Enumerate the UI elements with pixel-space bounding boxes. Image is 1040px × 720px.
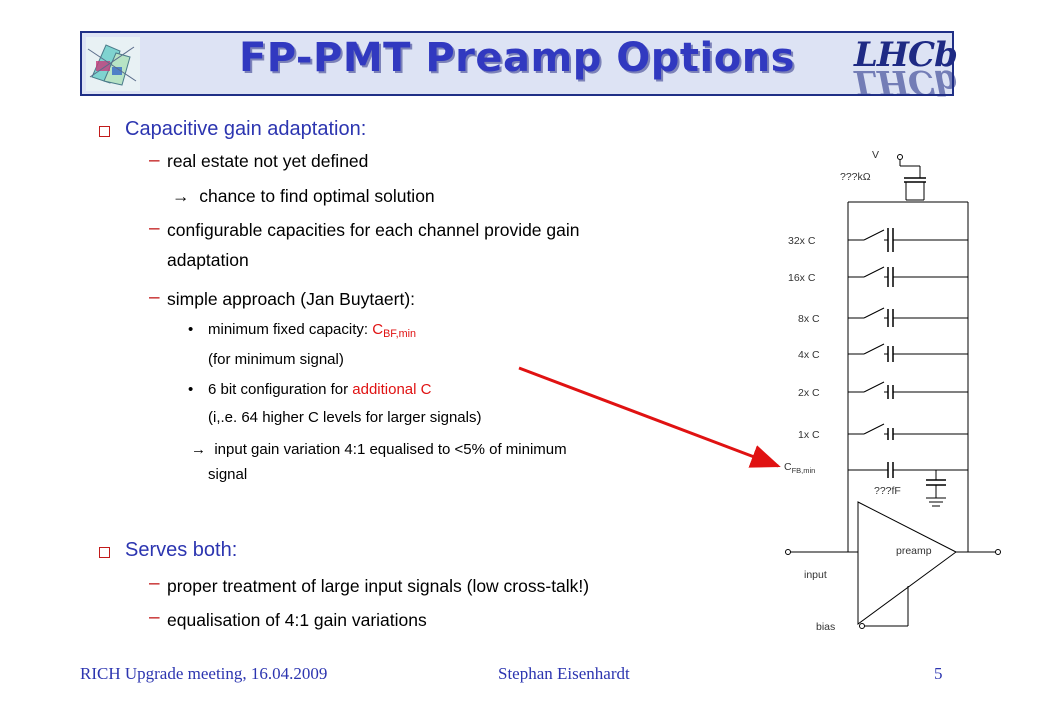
bullet-minimum-fixed-capacity: minimum fixed capacity: CBF,min — [208, 321, 417, 340]
bullet-capacitive-gain: Capacitive gain adaptation: — [125, 118, 367, 140]
cbf-min-symbol: CBF,min — [372, 321, 417, 340]
slide-title: FP-PMT Preamp Options — [238, 35, 795, 81]
dash-bullet-icon: – — [149, 218, 160, 239]
lhcb-logo-text: LHCb — [854, 35, 958, 75]
bullet-chance-optimal: → chance to find optimal solution — [172, 186, 435, 206]
cap-label-2x: 2x C — [798, 387, 820, 399]
dash-bullet-icon: – — [149, 150, 160, 171]
dot-bullet-icon: • — [188, 381, 194, 398]
page-number: 5 — [934, 664, 943, 683]
arrow-right-icon: → — [191, 441, 206, 458]
title-bar: FP-PMT Preamp Options LHCb LHCb — [80, 31, 958, 102]
bullet-configurable-capacities: configurable capacities for each channel… — [167, 220, 580, 240]
dash-bullet-icon: – — [149, 287, 160, 308]
footer-meeting: RICH Upgrade meeting, 16.04.2009 — [80, 664, 328, 683]
bullet-simple-approach: simple approach (Jan Buytaert): — [167, 289, 416, 309]
additional-c-highlight: additional C — [352, 381, 432, 398]
bullet-64-levels: (i,.e. 64 higher C levels for larger sig… — [208, 409, 482, 426]
dash-bullet-icon: – — [149, 607, 160, 628]
circuit-ff-label: ???fF — [874, 485, 901, 497]
bullet-minimum-signal: (for minimum signal) — [208, 351, 344, 368]
cap-label-8x: 8x C — [798, 313, 820, 325]
bullet-6bit-config: 6 bit configuration for additional C — [208, 381, 432, 398]
square-bullet-icon — [99, 547, 110, 558]
bias-label: bias — [816, 621, 835, 633]
bullet-input-gain-variation: → input gain variation 4:1 equalised to … — [191, 441, 567, 458]
cap-label-32x: 32x C — [788, 235, 816, 247]
preamp-circuit-diagram: V ???kΩ 32x C 16x C 8x C 4x C 2x C 1x C … — [784, 149, 1001, 633]
circuit-v-label: V — [872, 149, 879, 161]
cfb-min-label: CFB,min — [784, 461, 815, 475]
circuit-resistor-label: ???kΩ — [840, 171, 871, 183]
dot-bullet-icon: • — [188, 321, 194, 338]
bullet-large-input-signals: proper treatment of large input signals … — [167, 576, 590, 596]
cap-label-16x: 16x C — [788, 272, 816, 284]
arrow-right-icon: → — [172, 186, 190, 206]
footer-author: Stephan Eisenhardt — [498, 664, 630, 683]
lhcb-logo: LHCb LHCb — [852, 35, 958, 102]
bullet-equalisation: equalisation of 4:1 gain variations — [167, 610, 427, 630]
preamp-label: preamp — [896, 545, 932, 557]
rich-detector-logo-icon — [86, 37, 140, 91]
bullet-real-estate: real estate not yet defined — [167, 151, 369, 171]
square-bullet-icon — [99, 126, 110, 137]
input-label: input — [804, 569, 827, 581]
bullet-serves-both: Serves both: — [125, 539, 238, 561]
dash-bullet-icon: – — [149, 573, 160, 594]
bullet-input-gain-variation-cont: signal — [208, 466, 248, 483]
bullet-configurable-capacities-cont: adaptation — [167, 250, 249, 270]
cap-label-1x: 1x C — [798, 429, 820, 441]
cap-label-4x: 4x C — [798, 349, 820, 361]
